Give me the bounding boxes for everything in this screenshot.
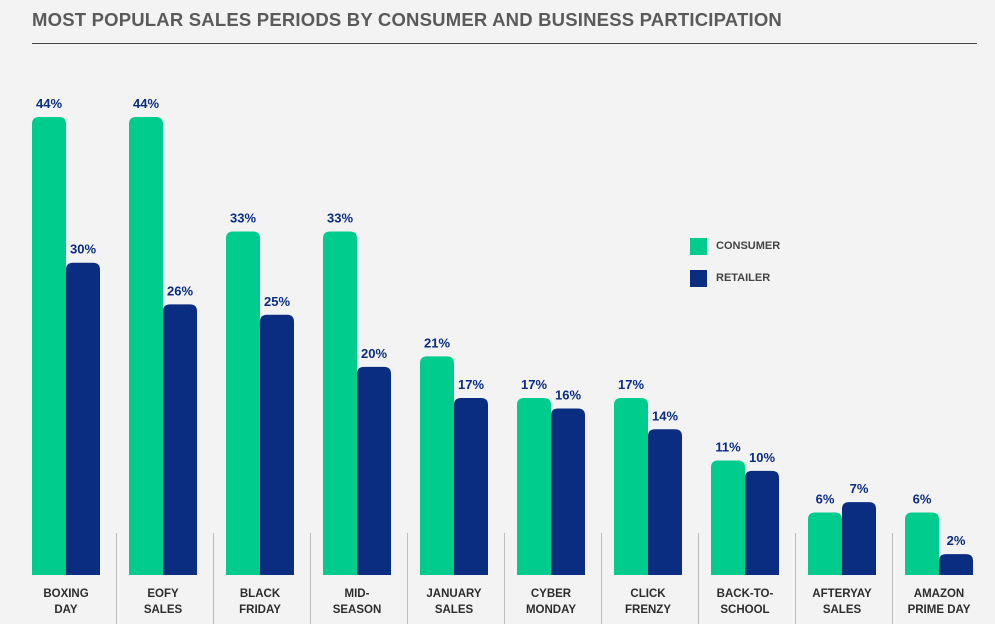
data-label-retailer: 16% xyxy=(555,387,581,402)
category-label: FRENZY xyxy=(625,604,671,616)
data-label-consumer: 21% xyxy=(424,335,450,350)
data-label-consumer: 44% xyxy=(36,96,62,111)
category-label: BACK-TO- xyxy=(717,588,774,600)
bar-retailer xyxy=(66,262,100,575)
category-label: SALES xyxy=(435,604,474,616)
data-label-consumer: 33% xyxy=(327,211,353,226)
category-label: DAY xyxy=(54,604,78,616)
legend-swatch-consumer xyxy=(690,237,707,255)
category-label: BLACK xyxy=(240,588,281,600)
data-label-retailer: 7% xyxy=(850,481,869,496)
data-label-retailer: 14% xyxy=(652,408,678,423)
bar-retailer xyxy=(939,554,973,575)
data-label-retailer: 17% xyxy=(458,377,484,392)
category-label: MID- xyxy=(345,588,370,600)
legend-label-consumer: CONSUMER xyxy=(716,240,781,252)
data-label-consumer: 11% xyxy=(715,440,741,455)
category-label: SALES xyxy=(144,604,183,616)
bar-retailer xyxy=(260,314,294,575)
category-label: CLICK xyxy=(630,588,666,600)
data-label-consumer: 6% xyxy=(913,492,932,507)
bar-consumer xyxy=(226,231,260,575)
legend-swatch-retailer xyxy=(690,269,707,287)
chart-title: MOST POPULAR SALES PERIODS BY CONSUMER A… xyxy=(32,9,782,30)
bar-retailer xyxy=(454,398,488,575)
category-label: AFTERYAY xyxy=(812,588,872,600)
bar-consumer xyxy=(517,398,551,575)
legend-item-consumer: CONSUMER xyxy=(690,237,780,255)
category-label: CYBER xyxy=(531,588,572,600)
title-divider xyxy=(32,43,977,44)
data-label-retailer: 10% xyxy=(749,450,775,465)
category-label: FRIDAY xyxy=(239,604,281,616)
category-label: SCHOOL xyxy=(720,604,769,616)
category-label: MONDAY xyxy=(526,604,576,616)
data-label-consumer: 33% xyxy=(230,211,256,226)
category-label: JANUARY xyxy=(426,588,481,600)
bar-retailer xyxy=(745,470,779,575)
data-label-retailer: 20% xyxy=(361,346,387,361)
category-label: PRIME DAY xyxy=(908,604,971,616)
data-label-retailer: 25% xyxy=(264,294,290,309)
data-label-consumer: 44% xyxy=(133,96,159,111)
bar-consumer xyxy=(420,356,454,575)
category-label: BOXING xyxy=(43,588,88,600)
category-label: SALES xyxy=(823,604,862,616)
data-label-consumer: 17% xyxy=(521,377,547,392)
data-label-retailer: 30% xyxy=(70,242,96,257)
bar-consumer xyxy=(614,398,648,575)
bar-consumer xyxy=(905,512,939,575)
data-label-retailer: 26% xyxy=(167,283,193,298)
bar-consumer xyxy=(323,231,357,575)
bar-consumer xyxy=(711,460,745,575)
bar-retailer xyxy=(357,366,391,575)
bar-retailer xyxy=(842,502,876,575)
data-label-consumer: 6% xyxy=(816,492,835,507)
legend-label-retailer: RETAILER xyxy=(716,272,771,284)
category-label: AMAZON xyxy=(914,588,964,600)
category-label: SEASON xyxy=(333,604,382,616)
bar-consumer xyxy=(32,117,66,575)
category-label: EOFY xyxy=(147,588,179,600)
data-label-consumer: 17% xyxy=(618,377,644,392)
bar-retailer xyxy=(648,429,682,575)
data-label-retailer: 2% xyxy=(947,533,966,548)
bar-consumer xyxy=(129,117,163,575)
legend: CONSUMER RETAILER xyxy=(690,237,780,301)
bar-retailer xyxy=(163,304,197,575)
legend-item-retailer: RETAILER xyxy=(690,269,780,287)
bar-retailer xyxy=(551,408,585,575)
bar-consumer xyxy=(808,512,842,575)
